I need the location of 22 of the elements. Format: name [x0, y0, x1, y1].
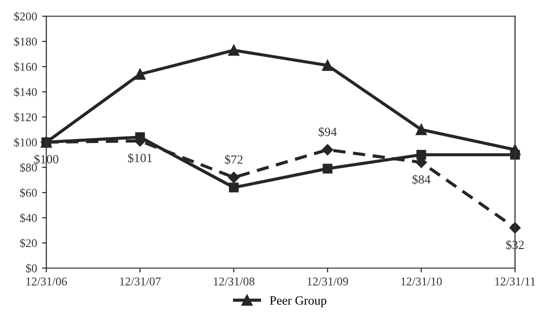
y-tick-label: $80: [20, 162, 37, 172]
y-tick-label: $0: [26, 264, 37, 274]
y-tick-label: $140: [14, 87, 37, 97]
x-tick-label: 12/31/06: [26, 277, 67, 286]
x-tick-label: 12/31/07: [120, 277, 161, 286]
y-tick-label: $20: [20, 238, 37, 248]
y-tick-label: $120: [14, 112, 37, 122]
x-tick-label: 12/31/10: [401, 277, 442, 286]
data-label: $84: [412, 174, 430, 184]
y-tick-label: $100: [14, 138, 37, 148]
data-label: $94: [318, 126, 337, 137]
y-tick-label: $180: [14, 36, 37, 46]
legend-label: Peer Group: [270, 296, 326, 308]
x-tick-label: 12/31/09: [308, 277, 348, 286]
data-label: $72: [224, 154, 242, 165]
x-tick-label: 12/31/11: [495, 278, 536, 286]
y-tick-label: $60: [20, 188, 37, 198]
y-tick-label: $160: [14, 62, 37, 72]
data-label: $101: [128, 153, 152, 164]
y-tick-label: $40: [20, 213, 37, 223]
y-tick-label: $200: [14, 12, 37, 22]
x-tick-label: 12/31/08: [214, 277, 254, 286]
